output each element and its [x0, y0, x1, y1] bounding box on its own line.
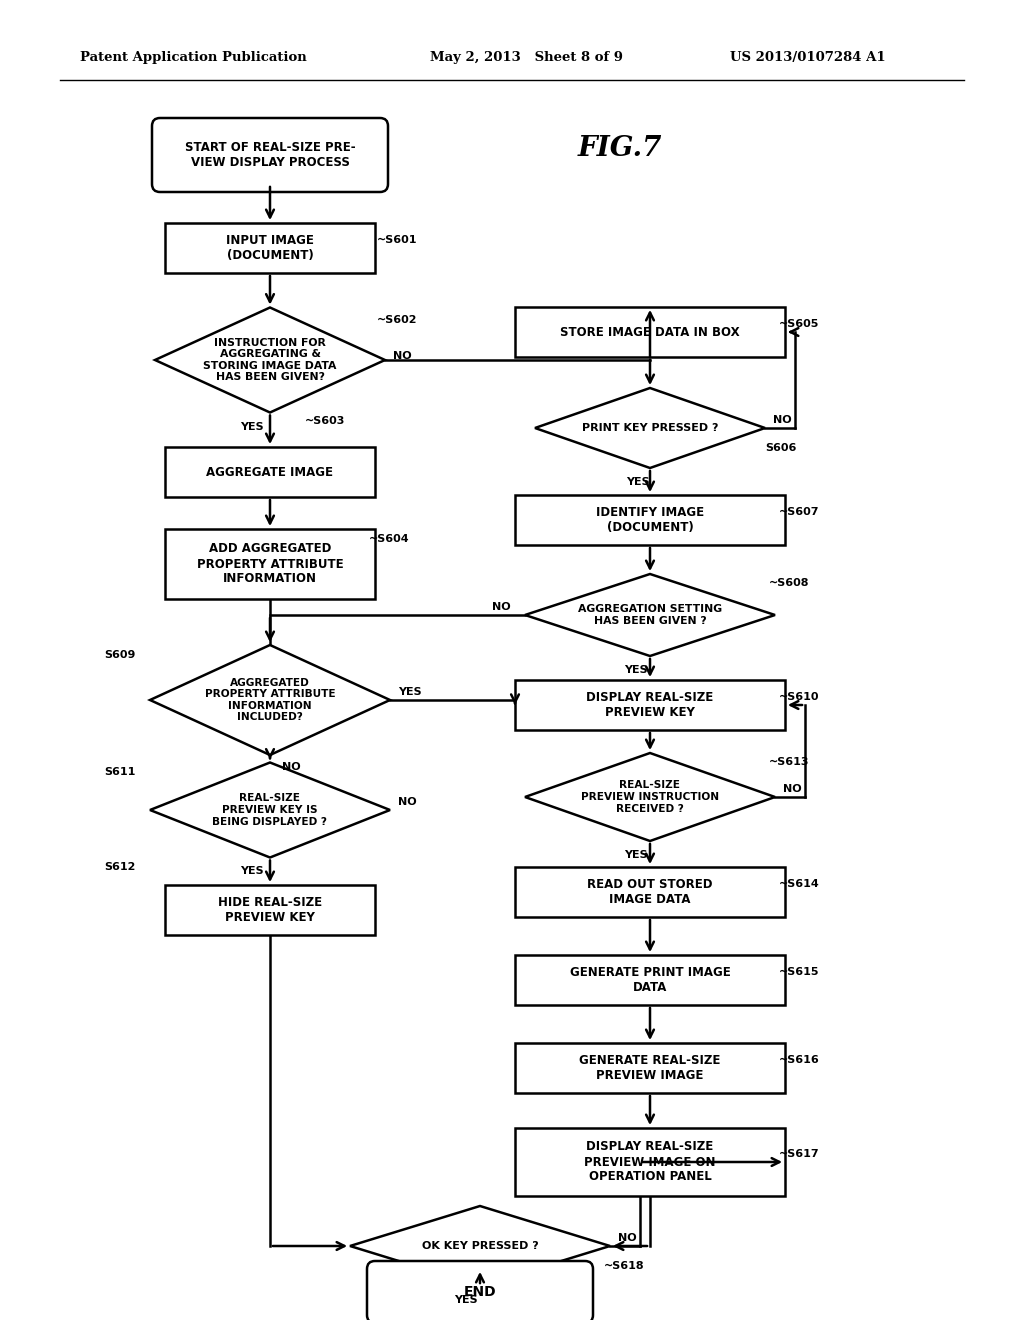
- Text: ~S604: ~S604: [369, 535, 410, 544]
- Text: NO: NO: [618, 1233, 637, 1243]
- Text: GENERATE PRINT IMAGE
DATA: GENERATE PRINT IMAGE DATA: [569, 966, 730, 994]
- Text: FIG.7: FIG.7: [578, 135, 663, 161]
- Text: GENERATE REAL-SIZE
PREVIEW IMAGE: GENERATE REAL-SIZE PREVIEW IMAGE: [580, 1053, 721, 1082]
- FancyBboxPatch shape: [152, 117, 388, 191]
- Text: ~S610: ~S610: [778, 692, 819, 702]
- Text: YES: YES: [241, 866, 264, 876]
- Text: NO: NO: [398, 797, 417, 807]
- Text: REAL-SIZE
PREVIEW INSTRUCTION
RECEIVED ?: REAL-SIZE PREVIEW INSTRUCTION RECEIVED ?: [581, 780, 719, 813]
- Text: ~S616: ~S616: [778, 1055, 819, 1065]
- Bar: [515, 495, 785, 545]
- Text: ADD AGGREGATED
PROPERTY ATTRIBUTE
INFORMATION: ADD AGGREGATED PROPERTY ATTRIBUTE INFORM…: [197, 543, 343, 586]
- Text: YES: YES: [625, 665, 648, 675]
- Text: START OF REAL-SIZE PRE-
VIEW DISPLAY PROCESS: START OF REAL-SIZE PRE- VIEW DISPLAY PRO…: [184, 141, 355, 169]
- FancyBboxPatch shape: [367, 1261, 593, 1320]
- Polygon shape: [525, 574, 775, 656]
- Text: NO: NO: [783, 784, 802, 795]
- Bar: [515, 1129, 785, 1196]
- Polygon shape: [150, 645, 390, 755]
- Polygon shape: [150, 763, 390, 858]
- Text: DISPLAY REAL-SIZE
PREVIEW IMAGE ON
OPERATION PANEL: DISPLAY REAL-SIZE PREVIEW IMAGE ON OPERA…: [585, 1140, 716, 1184]
- Text: REAL-SIZE
PREVIEW KEY IS
BEING DISPLAYED ?: REAL-SIZE PREVIEW KEY IS BEING DISPLAYED…: [213, 793, 328, 826]
- Text: END: END: [464, 1284, 497, 1299]
- Text: US 2013/0107284 A1: US 2013/0107284 A1: [730, 51, 886, 65]
- Text: May 2, 2013   Sheet 8 of 9: May 2, 2013 Sheet 8 of 9: [430, 51, 623, 65]
- Text: S606: S606: [765, 444, 797, 453]
- Polygon shape: [525, 752, 775, 841]
- Text: NO: NO: [282, 762, 301, 772]
- Bar: [165, 223, 375, 273]
- Text: AGGREGATE IMAGE: AGGREGATE IMAGE: [207, 466, 334, 479]
- Text: ~S615: ~S615: [778, 968, 819, 977]
- Text: OK KEY PRESSED ?: OK KEY PRESSED ?: [422, 1241, 539, 1251]
- Text: S609: S609: [104, 649, 136, 660]
- Text: ~S614: ~S614: [778, 879, 819, 888]
- Text: ~S607: ~S607: [778, 507, 819, 517]
- Text: YES: YES: [455, 1295, 478, 1305]
- Text: DISPLAY REAL-SIZE
PREVIEW KEY: DISPLAY REAL-SIZE PREVIEW KEY: [587, 690, 714, 719]
- Text: YES: YES: [625, 850, 648, 861]
- Text: ~S603: ~S603: [305, 416, 345, 425]
- Text: ~S613: ~S613: [769, 756, 809, 767]
- Text: Patent Application Publication: Patent Application Publication: [80, 51, 307, 65]
- Text: ~S602: ~S602: [377, 315, 417, 325]
- Text: YES: YES: [398, 686, 422, 697]
- Text: NO: NO: [393, 351, 412, 360]
- Text: AGGREGATION SETTING
HAS BEEN GIVEN ?: AGGREGATION SETTING HAS BEEN GIVEN ?: [578, 605, 722, 626]
- Text: NO: NO: [493, 602, 511, 612]
- Text: ~S608: ~S608: [769, 578, 809, 587]
- Bar: [515, 680, 785, 730]
- Text: PRINT KEY PRESSED ?: PRINT KEY PRESSED ?: [582, 422, 718, 433]
- Bar: [165, 529, 375, 599]
- Bar: [515, 867, 785, 917]
- Text: STORE IMAGE DATA IN BOX: STORE IMAGE DATA IN BOX: [560, 326, 739, 338]
- Text: ~S617: ~S617: [778, 1148, 819, 1159]
- Text: IDENTIFY IMAGE
(DOCUMENT): IDENTIFY IMAGE (DOCUMENT): [596, 506, 705, 535]
- Text: S612: S612: [104, 862, 136, 873]
- Text: YES: YES: [627, 477, 650, 487]
- Bar: [515, 308, 785, 356]
- Bar: [515, 954, 785, 1005]
- Bar: [515, 1043, 785, 1093]
- Text: ~S601: ~S601: [377, 235, 417, 246]
- Text: INSTRUCTION FOR
AGGREGATING &
STORING IMAGE DATA
HAS BEEN GIVEN?: INSTRUCTION FOR AGGREGATING & STORING IM…: [204, 338, 337, 383]
- Text: ~S605: ~S605: [779, 319, 819, 329]
- Bar: [165, 447, 375, 498]
- Polygon shape: [155, 308, 385, 412]
- Text: READ OUT STORED
IMAGE DATA: READ OUT STORED IMAGE DATA: [587, 878, 713, 906]
- Polygon shape: [350, 1206, 610, 1286]
- Polygon shape: [535, 388, 765, 469]
- Bar: [165, 884, 375, 935]
- Text: INPUT IMAGE
(DOCUMENT): INPUT IMAGE (DOCUMENT): [226, 234, 314, 261]
- Text: ~S618: ~S618: [604, 1261, 644, 1271]
- Text: YES: YES: [241, 421, 264, 432]
- Text: HIDE REAL-SIZE
PREVIEW KEY: HIDE REAL-SIZE PREVIEW KEY: [218, 896, 323, 924]
- Text: S611: S611: [104, 767, 136, 777]
- Text: AGGREGATED
PROPERTY ATTRIBUTE
INFORMATION
INCLUDED?: AGGREGATED PROPERTY ATTRIBUTE INFORMATIO…: [205, 677, 335, 722]
- Text: NO: NO: [773, 414, 792, 425]
